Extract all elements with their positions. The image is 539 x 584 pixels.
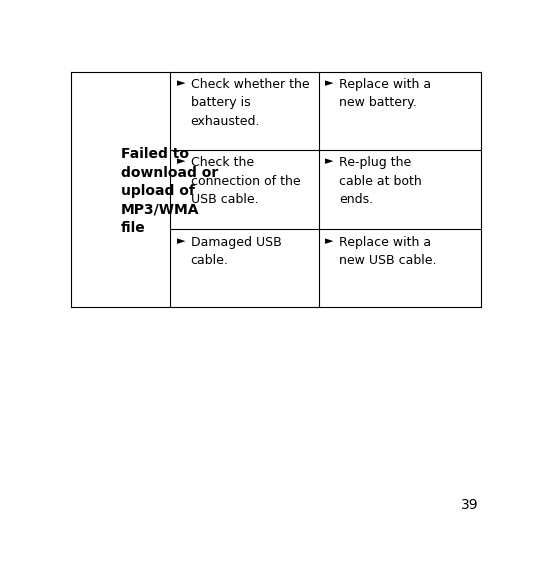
Text: Re-plug the: Re-plug the: [340, 157, 412, 169]
Text: ►: ►: [326, 78, 334, 88]
Text: ►: ►: [177, 235, 185, 246]
Text: download or: download or: [121, 165, 218, 179]
Text: new USB cable.: new USB cable.: [340, 254, 437, 267]
Text: Damaged USB: Damaged USB: [191, 235, 281, 249]
Text: 39: 39: [461, 498, 479, 512]
Text: ►: ►: [326, 157, 334, 166]
Text: file: file: [121, 221, 146, 235]
Text: Failed to: Failed to: [121, 147, 189, 161]
Text: USB cable.: USB cable.: [191, 193, 258, 206]
Text: Check the: Check the: [191, 157, 254, 169]
Text: battery is: battery is: [191, 96, 250, 109]
Text: ends.: ends.: [340, 193, 374, 206]
Text: cable.: cable.: [191, 254, 229, 267]
Text: upload of: upload of: [121, 184, 195, 198]
Text: cable at both: cable at both: [340, 175, 422, 188]
Text: new battery.: new battery.: [340, 96, 417, 109]
Text: Check whether the: Check whether the: [191, 78, 309, 91]
Text: ►: ►: [326, 235, 334, 246]
Text: ►: ►: [177, 157, 185, 166]
Text: connection of the: connection of the: [191, 175, 300, 188]
Text: Replace with a: Replace with a: [340, 235, 432, 249]
Text: MP3/WMA: MP3/WMA: [121, 203, 199, 217]
Text: ►: ►: [177, 78, 185, 88]
Text: Replace with a: Replace with a: [340, 78, 432, 91]
Text: exhausted.: exhausted.: [191, 114, 260, 128]
